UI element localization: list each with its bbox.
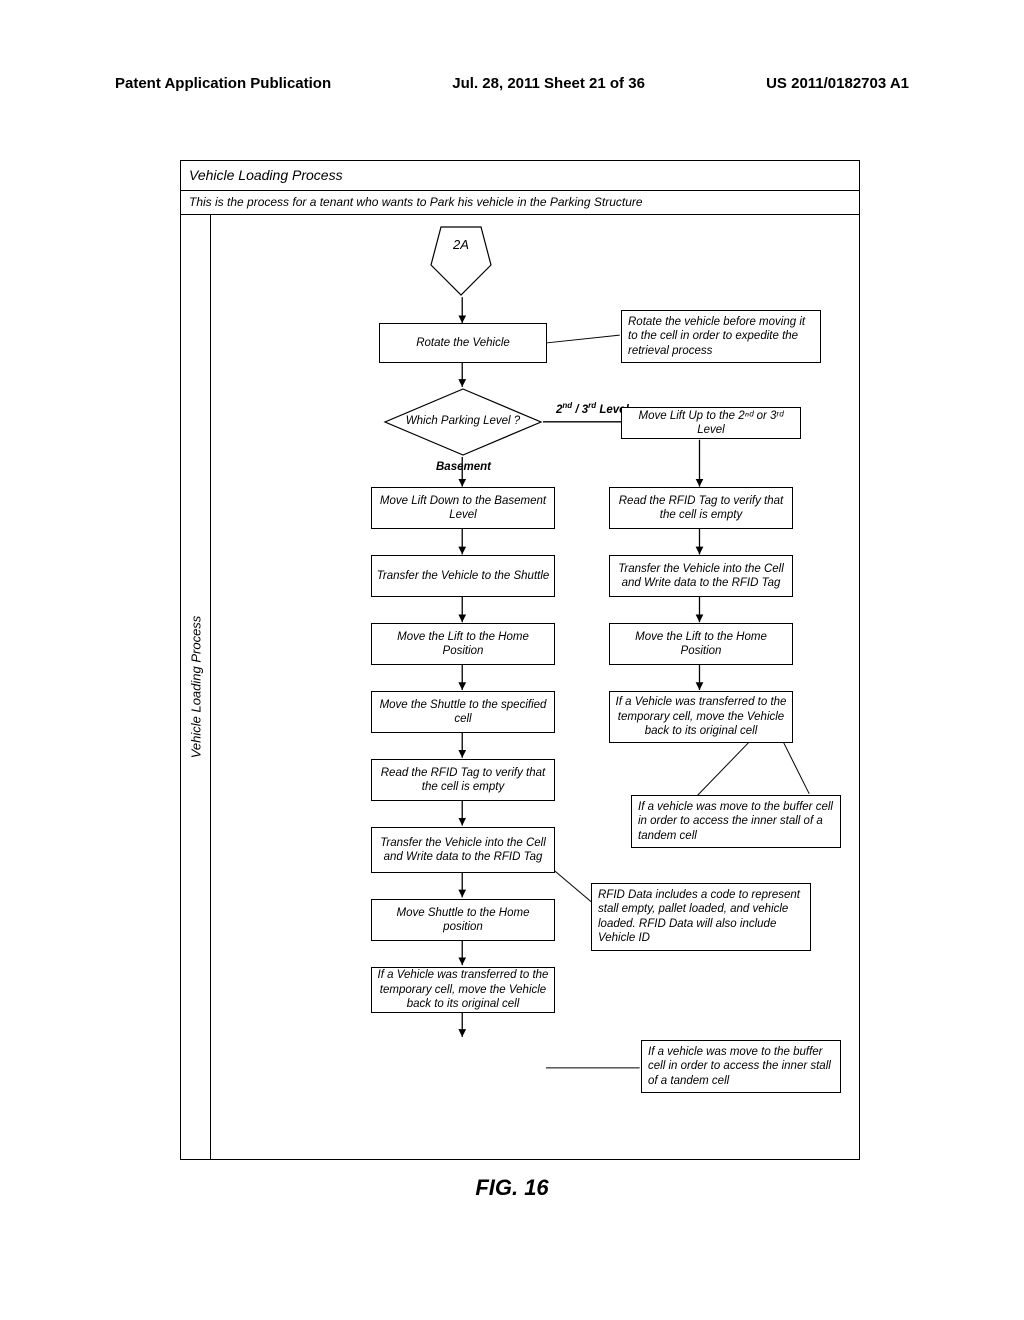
header-right: US 2011/0182703 A1 [766, 75, 909, 92]
note-buffer-cell-1: If a vehicle was move to the buffer cell… [631, 795, 841, 848]
swimlane-label: Vehicle Loading Process [181, 215, 211, 1159]
header-center: Jul. 28, 2011 Sheet 21 of 36 [452, 75, 645, 92]
box-temp-cell-note: If a Vehicle was transferred to the temp… [371, 967, 555, 1013]
box-move-shuttle: Move the Shuttle to the specified cell [371, 691, 555, 733]
box-read-rfid-1: Read the RFID Tag to verify that the cel… [371, 759, 555, 801]
chart-title: Vehicle Loading Process [181, 161, 859, 191]
header-left: Patent Application Publication [115, 75, 331, 92]
box-transfer-shuttle: Transfer the Vehicle to the Shuttle [371, 555, 555, 597]
connector-label: 2A [381, 237, 541, 252]
box-transfer-cell-2: Transfer the Vehicle into the Cell and W… [609, 555, 793, 597]
box-lift-basement: Move Lift Down to the Basement Level [371, 487, 555, 529]
box-read-rfid-2: Read the RFID Tag to verify that the cel… [609, 487, 793, 529]
box-return-original: If a Vehicle was transferred to the temp… [609, 691, 793, 743]
flowchart-frame: Vehicle Loading Process This is the proc… [180, 160, 860, 1160]
decision-parking-level: Which Parking Level ? [383, 387, 543, 457]
swimlane-text: Vehicle Loading Process [188, 616, 203, 759]
figure-caption: FIG. 16 [0, 1175, 1024, 1201]
box-shuttle-home: Move Shuttle to the Home position [371, 899, 555, 941]
decision-label: Which Parking Level ? [383, 387, 543, 457]
chart-subtitle: This is the process for a tenant who wan… [181, 191, 859, 215]
box-transfer-cell-1: Transfer the Vehicle into the Cell and W… [371, 827, 555, 873]
note-rotate-reason: Rotate the vehicle before moving it to t… [621, 310, 821, 363]
note-rfid-data: RFID Data includes a code to represent s… [591, 883, 811, 951]
edge-upper-levels: 2nd / 3rd Level [556, 401, 629, 416]
flowchart-canvas: 2A Rotate the Vehicle Which Parking Leve… [211, 215, 859, 1159]
connector-2a: 2A [381, 225, 541, 297]
box-rotate-vehicle: Rotate the Vehicle [379, 323, 547, 363]
box-lift-home-1: Move the Lift to the Home Position [371, 623, 555, 665]
box-lift-home-2: Move the Lift to the Home Position [609, 623, 793, 665]
edge-basement: Basement [436, 461, 491, 473]
box-lift-up: Move Lift Up to the 2ⁿᵈ or 3ʳᵈ Level [621, 407, 801, 439]
page-header: Patent Application Publication Jul. 28, … [115, 75, 909, 92]
note-buffer-cell-2: If a vehicle was move to the buffer cell… [641, 1040, 841, 1093]
